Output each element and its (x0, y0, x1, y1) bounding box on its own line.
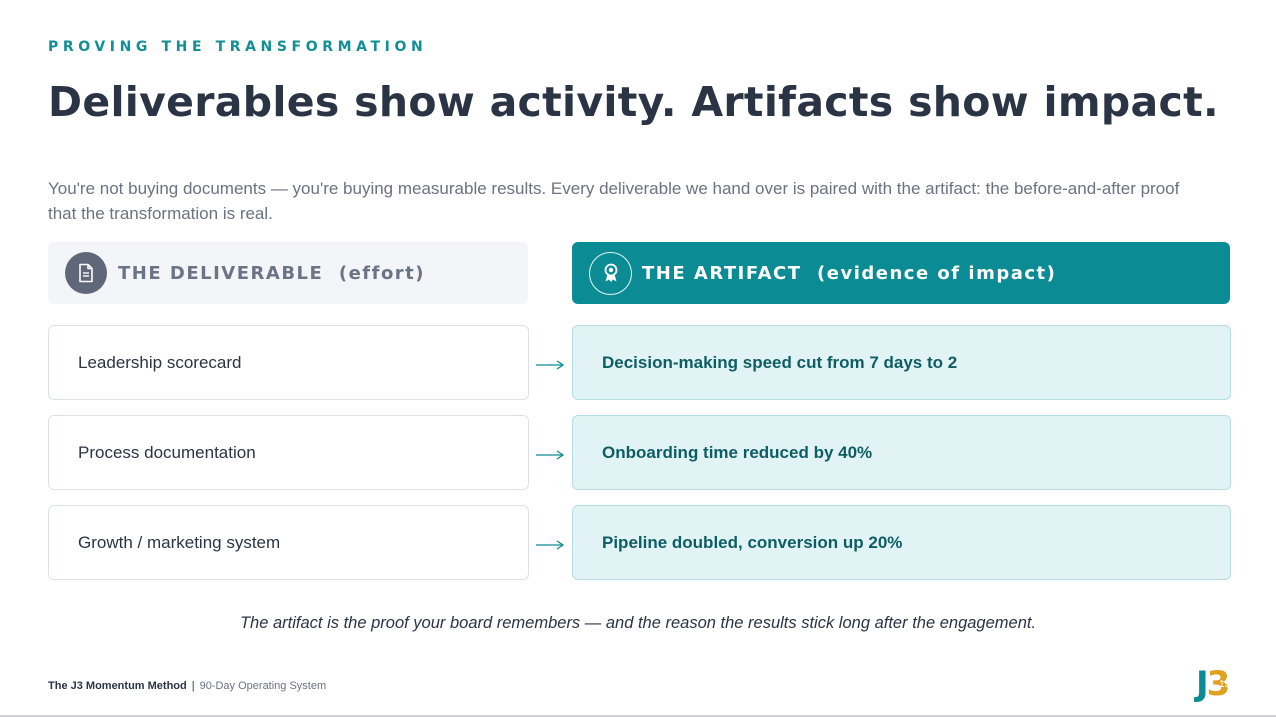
eyebrow-label: PROVING THE TRANSFORMATION (48, 39, 428, 55)
artifact-card: Pipeline doubled, conversion up 20% (572, 505, 1231, 580)
deliverable-text: Growth / marketing system (78, 532, 281, 552)
deliverable-text: Leadership scorecard (78, 352, 242, 372)
artifact-column-label: THE ARTIFACT (evidence of impact) (642, 262, 1057, 284)
bottom-divider (0, 715, 1276, 717)
footer-subtitle: 90-Day Operating System (199, 680, 327, 692)
artifact-card: Decision-making speed cut from 7 days to… (572, 325, 1231, 400)
deliverable-column-header: THE DELIVERABLE (effort) (48, 242, 528, 304)
deliverable-card: Growth / marketing system (48, 505, 529, 580)
footer-brand: The J3 Momentum Method (48, 680, 187, 692)
footer: The J3 Momentum Method | 90-Day Operating … (48, 680, 326, 692)
artifact-text: Decision-making speed cut from 7 days to… (602, 352, 958, 372)
deliverable-card: Process documentation (48, 415, 529, 490)
artifact-column-header: THE ARTIFACT (evidence of impact) (572, 242, 1230, 304)
artifact-text: Pipeline doubled, conversion up 20% (602, 532, 903, 552)
j3-logo: J3 (1196, 664, 1248, 704)
closing-statement: The artifact is the proof your board rem… (239, 614, 1037, 632)
deliverable-card: Leadership scorecard (48, 325, 529, 400)
deliverable-text: Process documentation (78, 442, 256, 462)
arrow-right-icon (535, 535, 565, 555)
footer-separator: | (191, 680, 195, 692)
page-number: 15 (1219, 679, 1231, 690)
arrow-right-icon (535, 445, 565, 465)
slide-title: Deliverables show activity. Artifacts sh… (48, 78, 1219, 126)
logo-3: 3 (1206, 664, 1231, 704)
intro-paragraph: You're not buying documents — you're buy… (48, 179, 1180, 223)
deliverable-column-label: THE DELIVERABLE (effort) (118, 262, 426, 284)
arrow-right-icon (535, 355, 565, 375)
document-icon (65, 252, 107, 294)
artifact-card: Onboarding time reduced by 40% (572, 415, 1231, 490)
award-ribbon-icon (589, 251, 632, 295)
logo-j: J (1196, 664, 1209, 704)
artifact-text: Onboarding time reduced by 40% (602, 442, 873, 462)
